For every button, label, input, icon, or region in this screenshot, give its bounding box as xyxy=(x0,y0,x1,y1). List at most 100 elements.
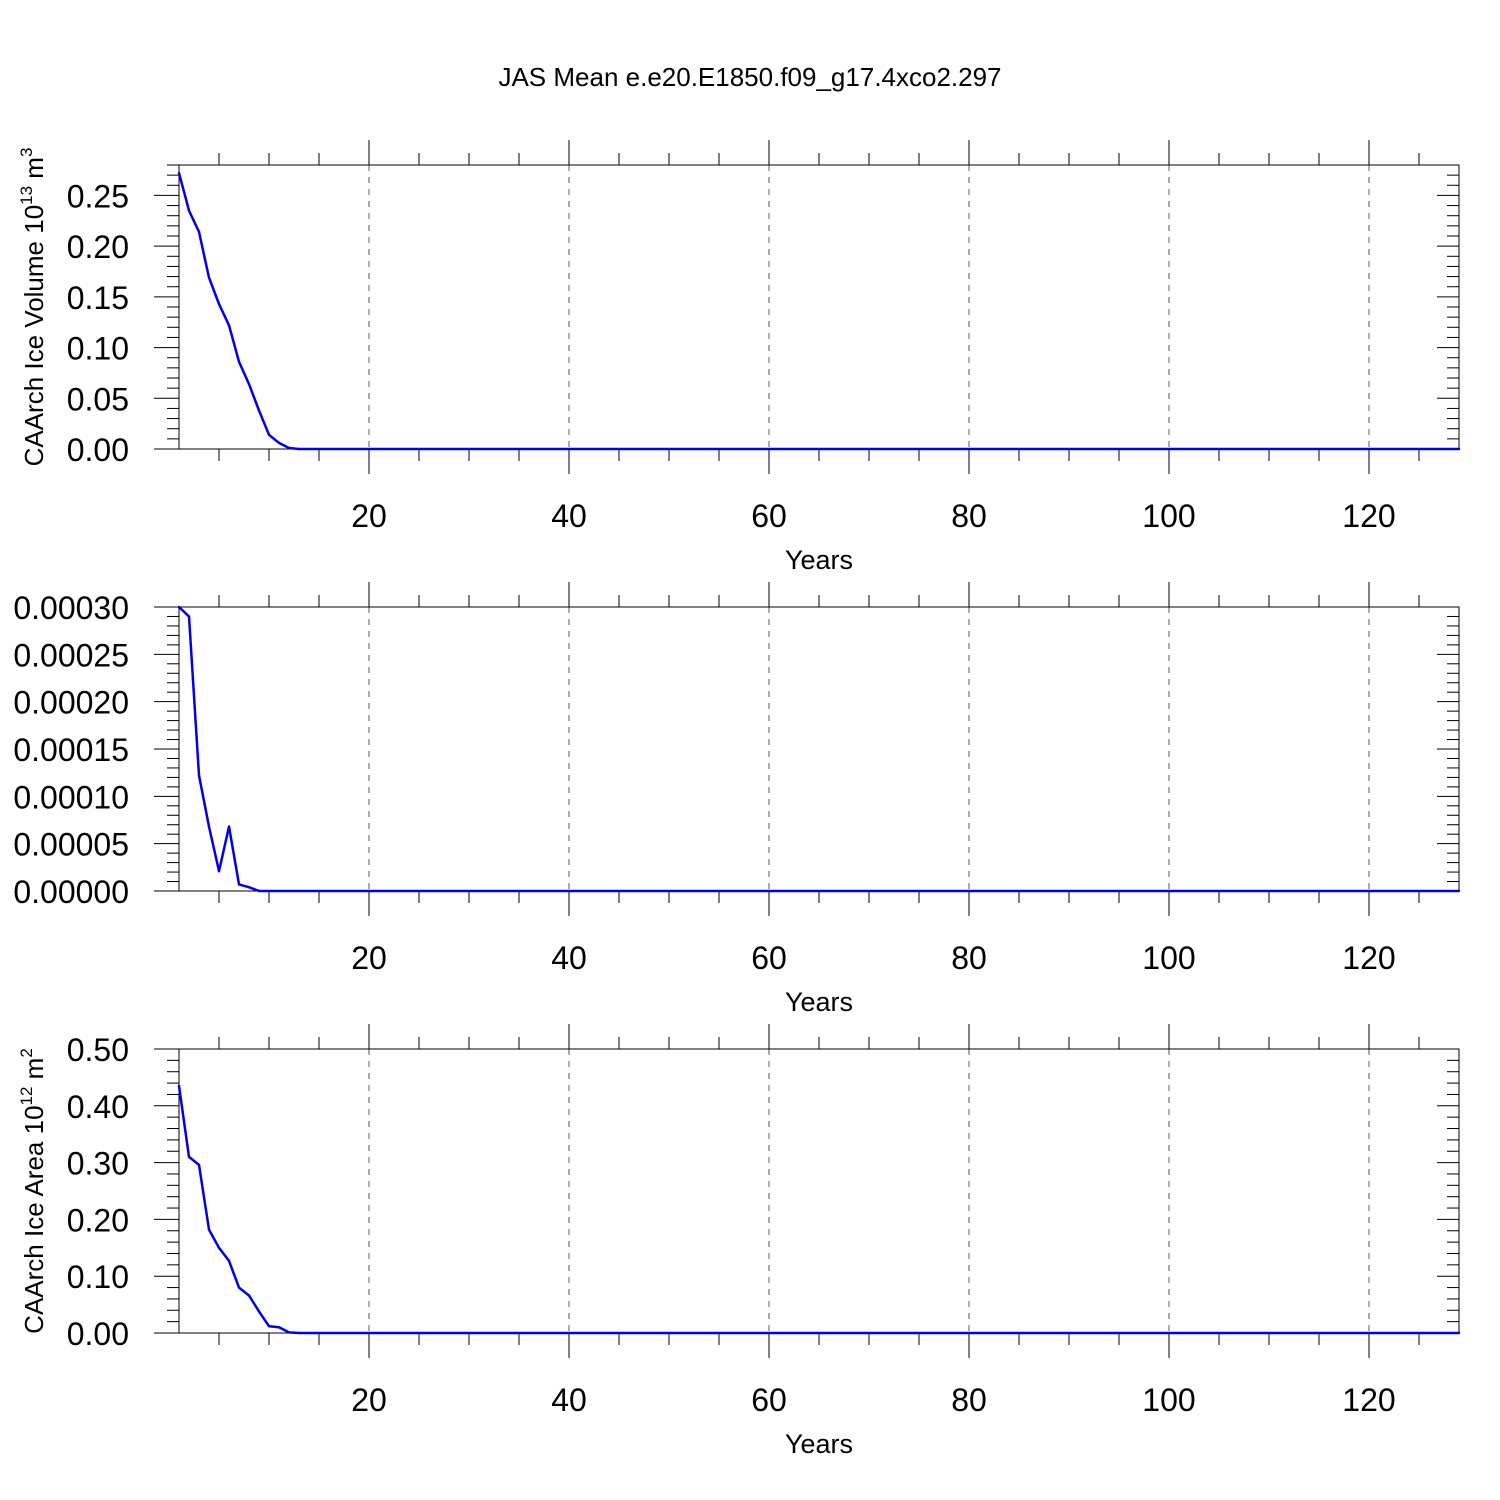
x-tick-label: 40 xyxy=(551,940,587,976)
y-tick-label: 0.00000 xyxy=(13,874,129,910)
plot-frame xyxy=(178,606,1460,892)
figure-title: JAS Mean e.e20.E1850.f09_g17.4xco2.297 xyxy=(498,62,1002,92)
x-tick-label: 120 xyxy=(1342,1382,1395,1418)
data-point xyxy=(257,409,261,412)
data-point xyxy=(197,774,201,777)
y-axis-label: CAArch Ice Volume 1013 m3 xyxy=(17,148,49,467)
data-point xyxy=(207,1228,211,1231)
y-tick-label: 0.20 xyxy=(67,1202,129,1238)
x-axis-label: Years xyxy=(785,1429,853,1459)
data-point xyxy=(177,605,181,609)
y-axis-label-unit-exponent: 2 xyxy=(17,1048,36,1057)
plot-frame xyxy=(178,1048,1460,1334)
y-tick-label: 0.00005 xyxy=(13,827,129,863)
data-point xyxy=(277,1326,281,1329)
data-point xyxy=(217,302,221,306)
x-tick-label: 120 xyxy=(1342,498,1395,534)
panel-3: 0.00 0.10 0.20 0.30 0.40 0.50 20 40 60 80 100 120 Ye… xyxy=(17,1024,1461,1459)
y-axis-label-unit: m xyxy=(19,157,49,186)
y-axis-label-exponent: 12 xyxy=(17,1087,36,1106)
y-tick-label: 0.30 xyxy=(67,1146,129,1182)
y-axis-label-base: CAArch Ice Area 10 xyxy=(19,1105,49,1333)
data-point xyxy=(247,886,251,889)
y-tick-label: 0.00020 xyxy=(13,685,129,721)
x-tick-label: 100 xyxy=(1142,940,1195,976)
x-tick-label: 100 xyxy=(1142,1382,1195,1418)
data-point xyxy=(207,276,211,279)
x-tick-label: 120 xyxy=(1342,940,1395,976)
y-tick-label: 0.00015 xyxy=(13,732,129,768)
data-point xyxy=(177,171,181,175)
x-tick-label: 20 xyxy=(351,498,387,534)
series-line xyxy=(177,1085,1459,1335)
y-tick-label: 0.40 xyxy=(67,1089,129,1125)
data-point xyxy=(187,209,191,212)
x-tick-label: 80 xyxy=(951,1382,987,1418)
x-tick-label: 60 xyxy=(751,498,787,534)
data-point xyxy=(267,1324,271,1328)
data-point xyxy=(217,869,221,873)
data-point xyxy=(187,615,191,618)
x-tick-label: 40 xyxy=(551,1382,587,1418)
data-point xyxy=(227,1259,231,1263)
data-point xyxy=(227,324,231,327)
x-tick-label: 40 xyxy=(551,498,587,534)
series-line xyxy=(178,606,1459,893)
data-point xyxy=(187,1155,191,1159)
data-point xyxy=(227,825,231,828)
y-axis-label-unit-exponent: 3 xyxy=(17,148,36,157)
series-line xyxy=(177,172,1459,451)
x-axis-label: Years xyxy=(785,545,853,575)
y-tick-label: 0.20 xyxy=(67,229,129,265)
data-point xyxy=(1457,889,1461,893)
x-tick-label: 60 xyxy=(751,940,787,976)
x-tick-label: 80 xyxy=(951,940,987,976)
y-tick-label: 0.00025 xyxy=(13,637,129,673)
data-point xyxy=(277,441,281,445)
data-point xyxy=(257,889,261,893)
data-point xyxy=(237,883,241,886)
data-point xyxy=(197,1163,201,1167)
panel-1: 0.00 0.05 0.10 0.15 0.20 0.25 20 40 60 80 100 120 Ye… xyxy=(17,140,1461,575)
y-axis-label: CAArch Ice Area 1012 m2 xyxy=(17,1048,49,1334)
plot-frame xyxy=(178,164,1460,450)
data-point xyxy=(297,447,301,451)
data-point xyxy=(287,1331,291,1334)
y-tick-label: 0.05 xyxy=(67,381,129,417)
data-point xyxy=(267,433,271,436)
data-point xyxy=(297,1331,301,1335)
data-point xyxy=(247,382,251,386)
data-point xyxy=(257,1310,261,1313)
y-tick-label: 0.00010 xyxy=(13,779,129,815)
data-point xyxy=(237,360,241,363)
data-point xyxy=(267,889,271,893)
x-tick-label: 100 xyxy=(1142,498,1195,534)
y-axis-label-unit: m xyxy=(19,1058,49,1087)
data-point xyxy=(197,230,201,234)
y-tick-label: 0.15 xyxy=(67,280,129,316)
y-tick-label: 0.00 xyxy=(67,1316,129,1352)
x-tick-label: 20 xyxy=(351,940,387,976)
data-point xyxy=(1457,1331,1461,1335)
data-point xyxy=(207,825,211,828)
y-tick-label: 0.50 xyxy=(67,1032,129,1068)
data-point xyxy=(237,1286,241,1289)
x-tick-label: 80 xyxy=(951,498,987,534)
y-tick-label: 0.00030 xyxy=(13,590,129,626)
panel-2: 0.00000 0.00005 0.00010 0.00015 0.00020 0.000… xyxy=(13,582,1461,1017)
y-tick-label: 0.10 xyxy=(67,1259,129,1295)
data-point xyxy=(287,446,291,450)
data-point xyxy=(247,1294,251,1297)
y-axis-label-base: CAArch Ice Volume 10 xyxy=(19,205,49,467)
y-tick-label: 0.10 xyxy=(67,331,129,367)
y-tick-label: 0.25 xyxy=(67,178,129,214)
x-tick-label: 20 xyxy=(351,1382,387,1418)
data-point xyxy=(217,1246,221,1250)
y-axis-label-exponent: 13 xyxy=(17,186,36,205)
data-point xyxy=(177,1084,181,1088)
x-axis-label: Years xyxy=(785,987,853,1017)
data-point xyxy=(1457,447,1461,451)
x-tick-label: 60 xyxy=(751,1382,787,1418)
y-tick-label: 0.00 xyxy=(67,432,129,468)
